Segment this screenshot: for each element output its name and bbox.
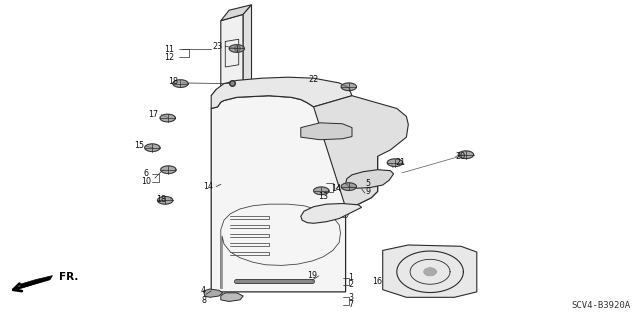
- Polygon shape: [221, 14, 243, 102]
- Polygon shape: [19, 276, 52, 288]
- Text: 7: 7: [348, 300, 353, 309]
- Text: 6: 6: [143, 169, 148, 178]
- Polygon shape: [221, 293, 243, 301]
- Text: 21: 21: [395, 158, 405, 167]
- Polygon shape: [314, 96, 408, 207]
- Text: 18: 18: [156, 195, 166, 204]
- Text: 23: 23: [212, 42, 223, 51]
- Polygon shape: [145, 144, 160, 152]
- Polygon shape: [243, 5, 252, 96]
- Text: 13: 13: [318, 192, 328, 201]
- Text: 11: 11: [164, 45, 175, 54]
- Polygon shape: [221, 5, 252, 21]
- Text: 18: 18: [168, 77, 178, 86]
- Polygon shape: [301, 123, 352, 140]
- Polygon shape: [221, 96, 253, 116]
- Text: 3: 3: [348, 293, 353, 302]
- Text: 15: 15: [134, 141, 145, 150]
- Polygon shape: [161, 166, 176, 174]
- Polygon shape: [173, 80, 188, 87]
- Text: 5: 5: [365, 179, 371, 188]
- Text: 8: 8: [201, 296, 206, 305]
- Text: 12: 12: [164, 53, 175, 62]
- Text: SCV4-B3920A: SCV4-B3920A: [572, 301, 630, 310]
- Text: 10: 10: [141, 177, 151, 186]
- Polygon shape: [229, 45, 244, 52]
- Polygon shape: [314, 187, 329, 195]
- Text: 19: 19: [307, 271, 317, 280]
- Text: 16: 16: [372, 277, 383, 286]
- Text: 4: 4: [201, 286, 206, 295]
- Polygon shape: [211, 77, 352, 108]
- Polygon shape: [458, 151, 474, 159]
- Polygon shape: [346, 170, 394, 188]
- Polygon shape: [424, 268, 436, 276]
- Text: 14: 14: [203, 182, 213, 191]
- Text: FR.: FR.: [59, 272, 78, 282]
- Polygon shape: [204, 289, 223, 297]
- Text: 1: 1: [348, 273, 353, 282]
- Polygon shape: [383, 245, 477, 297]
- Polygon shape: [387, 159, 403, 167]
- Text: 9: 9: [365, 187, 371, 196]
- Text: 2: 2: [348, 280, 353, 289]
- Text: 22: 22: [308, 75, 319, 84]
- Text: 20: 20: [456, 152, 466, 161]
- Polygon shape: [341, 83, 356, 91]
- Polygon shape: [341, 183, 356, 190]
- Polygon shape: [211, 96, 378, 292]
- Polygon shape: [301, 204, 362, 223]
- Polygon shape: [160, 114, 175, 122]
- Text: 17: 17: [148, 110, 159, 119]
- Polygon shape: [157, 197, 173, 204]
- Text: 14: 14: [331, 184, 341, 193]
